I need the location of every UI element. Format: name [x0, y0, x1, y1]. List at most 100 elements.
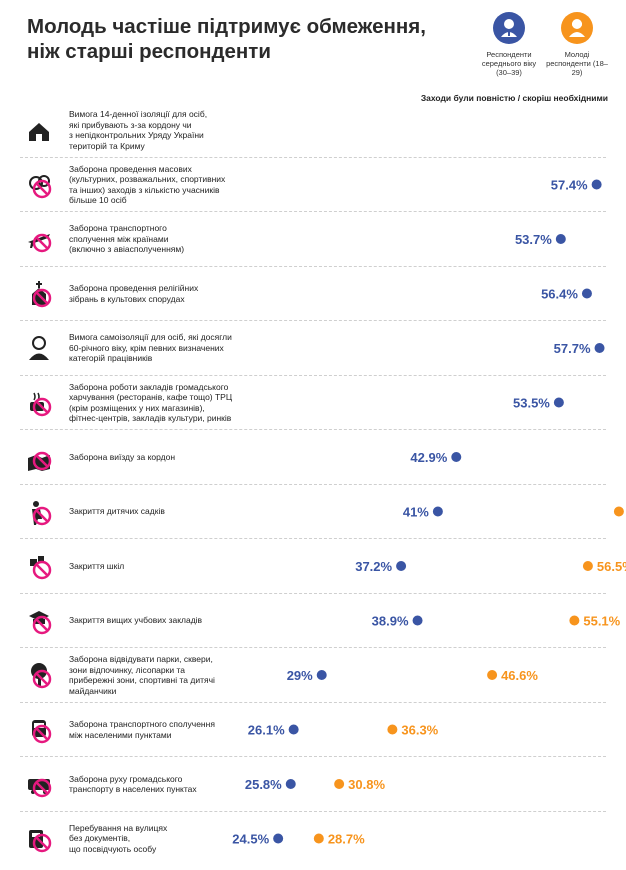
measure-label-line: Заборона транспортного сполучення [69, 719, 215, 729]
measure-label-line: територій та Криму [69, 140, 145, 151]
child-crossed-icon [24, 497, 54, 527]
value-label-young: 56.5% [597, 559, 626, 574]
row-separator [20, 265, 606, 267]
measure-label-line: без документів, [69, 833, 131, 844]
row-separator [20, 538, 606, 539]
row-separator [20, 592, 606, 594]
row-separator [20, 483, 606, 485]
point-older [451, 452, 462, 462]
measure-label-line: Заборона транспортного [69, 223, 167, 234]
point-young [582, 561, 593, 571]
point-older [412, 615, 423, 626]
value-label-older: 37.2% [355, 559, 392, 574]
row-separator [20, 701, 606, 703]
point-older [273, 833, 284, 844]
value-label-older: 57.4% [551, 178, 588, 193]
point-young [334, 779, 345, 789]
row-separator [20, 374, 606, 376]
measure-row: Заборона відвідувати парки, сквери, зони … [0, 648, 626, 706]
person-older-icon [493, 12, 525, 44]
measure-label-line: харчування (ресторанів, кафе тощо) ТРЦ [69, 392, 233, 402]
value-label-older: 56.4% [541, 287, 578, 302]
row-separator [20, 429, 606, 430]
measure-label-line: (включно з авіасполученням) [69, 244, 185, 255]
school-crossed-icon [24, 551, 54, 581]
measure-label-line: Закриття дитячих садків [69, 506, 165, 517]
person-young-icon [561, 12, 593, 44]
measure-row: Закриття шкіл [0, 539, 626, 597]
measure-label-line: категорій працівників [69, 353, 153, 364]
point-older [553, 397, 564, 408]
elderly-person-icon [24, 333, 54, 363]
measure-label: Заборона проведення масових (культурних, … [69, 164, 269, 206]
value-label-older: 25.8% [245, 777, 282, 792]
measure-row: Заборона руху громадського транспорту в н… [0, 757, 626, 815]
measure-row: Заборона транспортного сполучення між кра… [0, 212, 626, 270]
legend-young-label: Молоді респонденти (18–29) [546, 50, 608, 77]
value-label-older: 41% [403, 505, 429, 520]
point-older [591, 179, 602, 190]
measure-row: Заборона проведення масових (культурних, … [0, 158, 626, 216]
measure-label-line: Заборона проведення масових [69, 163, 192, 174]
measure-label: Заборона роботи закладів громадського хар… [69, 382, 269, 424]
measure-row: Вимога 14-денної ізоляції для осіб, які п… [0, 103, 626, 161]
measure-label: Перебування на вулицях без документів, що … [69, 823, 269, 855]
measure-label: Закриття дитячих садків [69, 506, 269, 517]
point-older [594, 343, 605, 353]
measure-label-line: зібрань в культових спорудах [69, 293, 185, 304]
coffee-crossed-icon [24, 388, 54, 418]
row-separator [20, 156, 606, 158]
point-young [487, 670, 498, 680]
point-older [285, 779, 296, 789]
measure-label-line: 60-річного віку, крім певних визначених [69, 342, 224, 353]
measure-label: Закриття шкіл [69, 561, 269, 572]
value-label-young: 28.7% [328, 832, 365, 847]
row-separator [20, 756, 606, 757]
measure-label-line: транспорту в населених пунктах [69, 784, 197, 794]
point-older [316, 670, 327, 680]
measure-row: Заборона транспортного сполучення між нас… [0, 703, 626, 761]
measure-label-line: Перебування на вулицях [69, 822, 168, 833]
point-young [387, 724, 398, 735]
value-label-young: 36.3% [401, 723, 438, 738]
value-label-older: 53.5% [513, 396, 550, 411]
value-label-older: 42.9% [410, 450, 447, 465]
measure-label: Заборона проведення релігійних зібрань в … [69, 283, 269, 304]
measure-label-line: майданчики [69, 685, 117, 696]
measure-label: Заборона відвідувати парки, сквери, зони … [69, 654, 269, 696]
value-label-older: 26.1% [248, 723, 285, 738]
measure-row: Заборона виїзду за кордон [0, 430, 626, 488]
measure-label-line: зони відпочинку, лісопарки та [69, 664, 185, 675]
bus-crossed-icon [24, 769, 54, 799]
graduation-crossed-icon [24, 606, 54, 636]
page-title: Молодь частіше підтримує обмеження, ніж … [27, 15, 426, 63]
value-label-older: 53.7% [515, 232, 552, 247]
value-label-young: 55.1% [583, 614, 620, 629]
point-young [313, 833, 324, 844]
measure-row: Закриття вищих учбових закладів [0, 594, 626, 652]
measure-label-line: Вимога 14-денної ізоляції для осіб, [69, 109, 208, 119]
measure-label-line: та інших) заходів з кількістю учасників [69, 184, 220, 195]
value-label-older: 38.9% [372, 614, 409, 629]
tree-crossed-icon [24, 660, 54, 690]
measure-row: Закриття дитячих садків [0, 485, 626, 543]
value-label-young: 30.8% [348, 777, 385, 792]
measure-label-line: (крім розміщених у них магазинів), [69, 402, 205, 413]
measure-label: Закриття вищих учбових закладів [69, 615, 269, 626]
point-young [569, 615, 580, 626]
row-separator [20, 320, 606, 321]
measure-label: Заборона транспортного сполучення між нас… [69, 719, 269, 740]
legend-older: Респонденти середнього віку (30–39) [477, 12, 541, 77]
measure-label: Заборона виїзду за кордон [69, 452, 269, 463]
measure-label: Заборона руху громадського транспорту в н… [69, 774, 269, 795]
point-older [581, 288, 592, 299]
measure-label: Вимога 14-денної ізоляції для осіб, які п… [69, 109, 269, 151]
measure-label-line: що посвідчують особу [69, 843, 157, 854]
measure-label-line: Заборона виїзду за кордон [69, 451, 176, 462]
measure-label-line: які прибувають з-за кордону чи [69, 119, 192, 130]
legend-young: Молоді респонденти (18–29) [545, 12, 609, 77]
measure-label-line: більше 10 осіб [69, 195, 127, 205]
church-crossed-icon [24, 279, 54, 309]
measure-label-line: (культурних, розважальних, спортивних [69, 174, 226, 184]
